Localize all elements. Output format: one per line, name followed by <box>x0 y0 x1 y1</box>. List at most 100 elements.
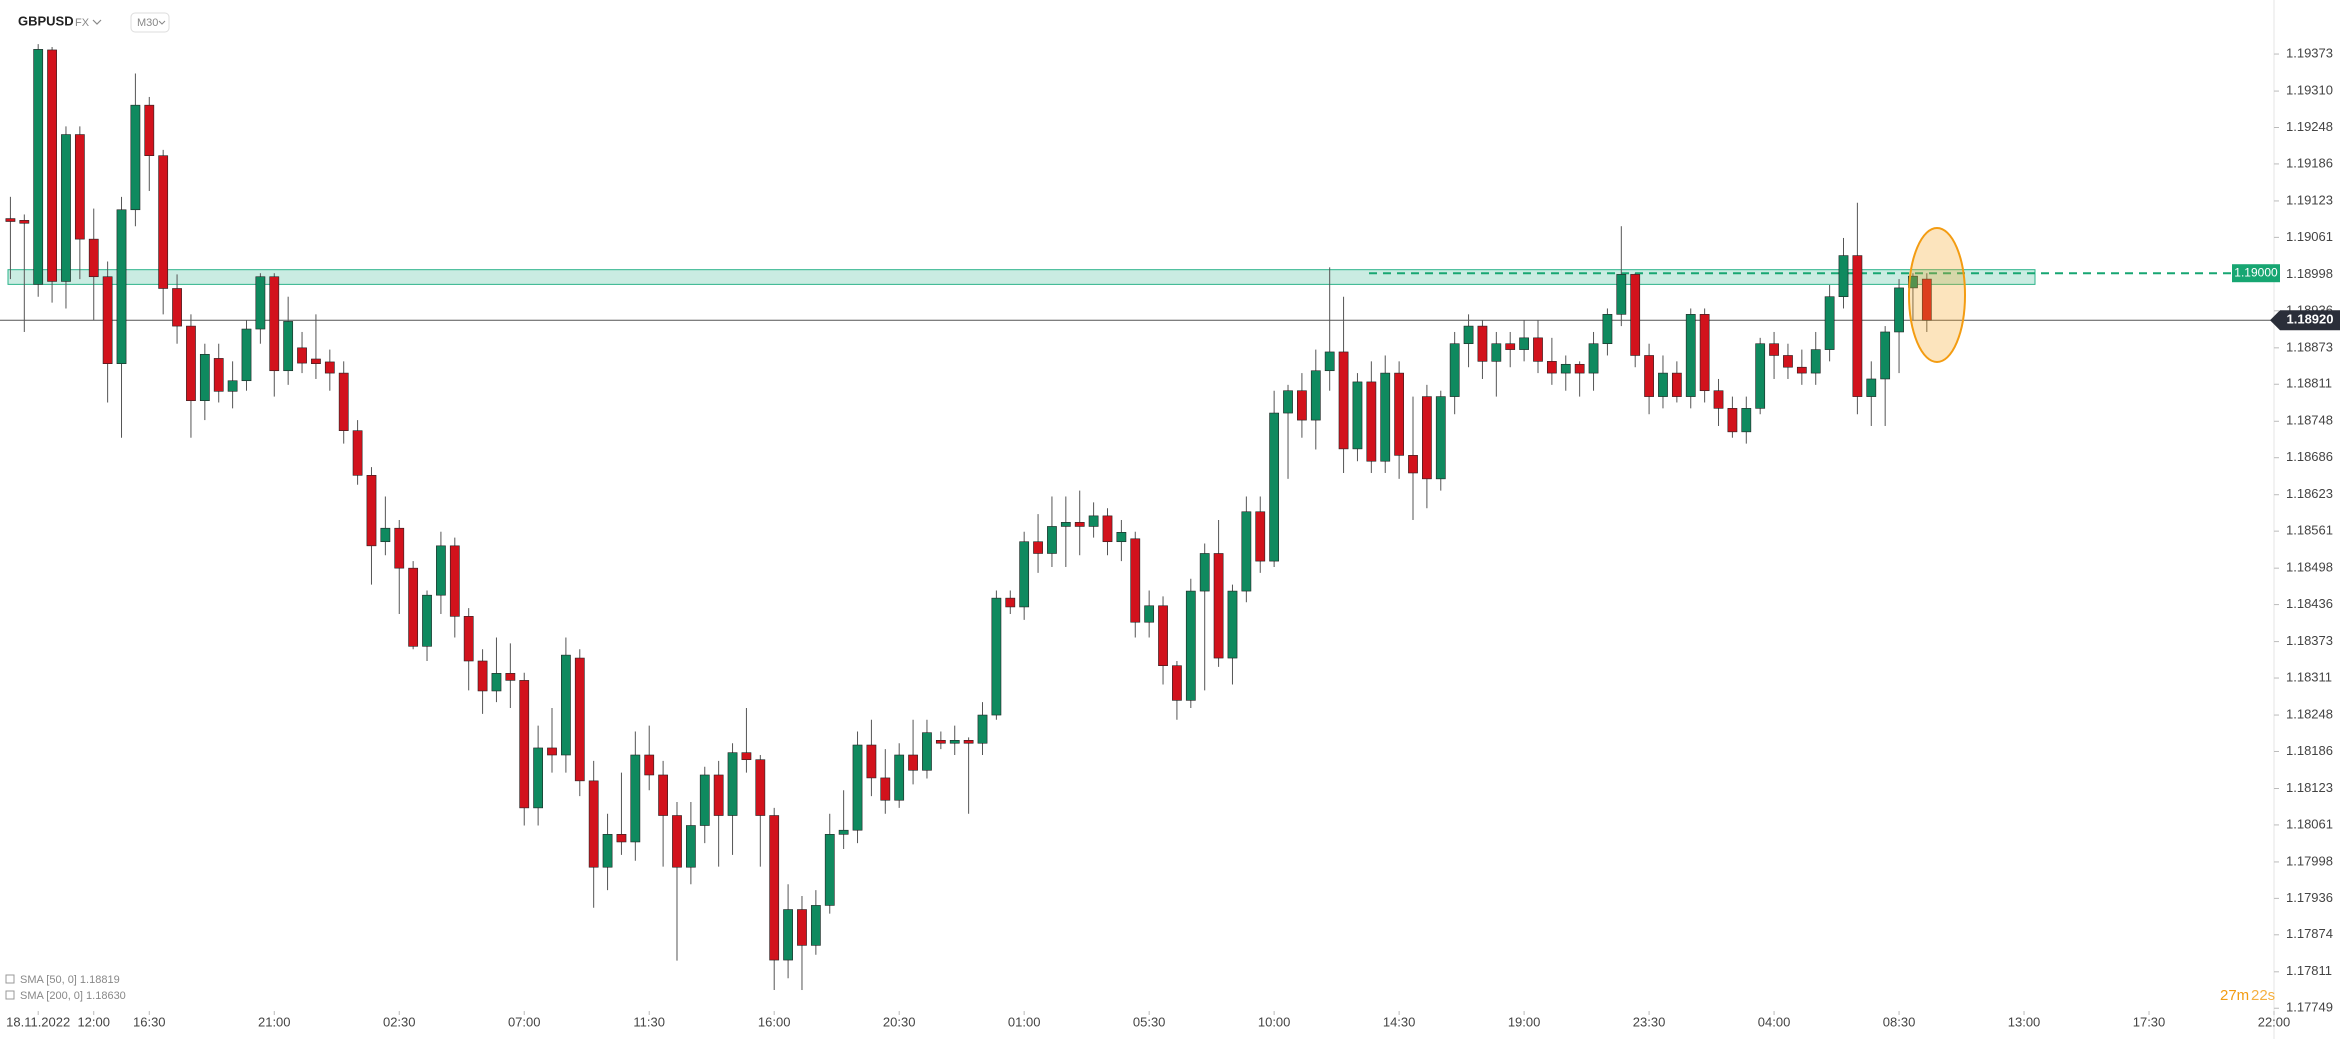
x-tick-label: 16:30 <box>133 1014 166 1029</box>
candle-body <box>477 660 488 692</box>
candle-body <box>1894 287 1904 333</box>
y-tick-label: 1.17936 <box>2286 890 2333 905</box>
dropdown-icon[interactable] <box>92 19 102 25</box>
x-tick-label: 01:00 <box>1008 1014 1041 1029</box>
x-tick-label: 20:30 <box>883 1014 916 1029</box>
candle-body <box>1810 349 1821 374</box>
candle-body <box>1852 255 1863 397</box>
candle-body <box>269 276 280 372</box>
candle-body <box>352 430 363 476</box>
indicator-icons <box>5 974 15 1000</box>
timeframe[interactable]: M30 <box>137 17 158 29</box>
candle-body <box>144 104 155 157</box>
market: FX <box>75 17 90 29</box>
x-tick-label: 16:00 <box>758 1014 791 1029</box>
candle-body <box>1435 396 1446 480</box>
candle-body <box>810 905 821 946</box>
candle-body <box>699 774 710 826</box>
symbol: GBPUSD <box>18 13 74 28</box>
y-tick-label: 1.18248 <box>2286 706 2333 721</box>
candle-body <box>1630 274 1641 356</box>
level-label-box <box>2232 264 2280 283</box>
dropdown-icon[interactable] <box>158 20 166 25</box>
y-tick-label: 1.19310 <box>2286 83 2333 98</box>
candle-body <box>116 209 127 364</box>
x-tick-label: 10:00 <box>1258 1014 1291 1029</box>
x-tick-label: 04:00 <box>1758 1014 1791 1029</box>
candle-body <box>1533 337 1543 362</box>
candle-body <box>172 288 182 327</box>
candle-body <box>1588 343 1599 374</box>
x-tick-label: 19:00 <box>1508 1014 1541 1029</box>
timer-minutes: 27m <box>2220 987 2249 1004</box>
candle-body <box>769 815 780 961</box>
candle-body <box>1658 372 1668 397</box>
candle-body <box>1130 538 1141 623</box>
candle-body <box>199 353 210 402</box>
candle-body <box>158 155 169 289</box>
candle-body <box>1838 255 1849 298</box>
candle-body <box>1116 532 1127 543</box>
candle-body <box>713 774 724 816</box>
candle-body <box>1338 351 1349 450</box>
candle-body <box>685 825 696 868</box>
candle-body <box>1741 408 1752 433</box>
y-tick-label: 1.18061 <box>2286 816 2333 831</box>
candle-body <box>491 673 502 692</box>
candle-body <box>1088 515 1099 527</box>
candle-body <box>977 714 988 744</box>
candle-body <box>1505 343 1516 350</box>
y-tick-label: 1.18436 <box>2286 596 2333 611</box>
candle-body <box>1422 396 1432 480</box>
y-tick-label: 1.19123 <box>2286 192 2333 207</box>
candle-body <box>1685 314 1696 397</box>
candle-body <box>33 49 44 285</box>
x-tick-label: 23:30 <box>1633 1014 1666 1029</box>
y-tick-label: 1.18686 <box>2286 449 2333 464</box>
candle-body <box>1269 412 1280 562</box>
candle-body <box>1227 590 1238 659</box>
candle-body <box>1574 363 1585 374</box>
candle-body <box>5 218 16 222</box>
candle-body <box>394 527 405 569</box>
candle-body <box>894 754 905 801</box>
candle-body <box>561 654 571 756</box>
candle-body <box>311 358 321 364</box>
candle-body <box>644 754 655 776</box>
x-tick-label: 11:30 <box>633 1014 665 1029</box>
candle-body <box>547 747 557 756</box>
candle-body <box>949 740 960 744</box>
timeframe-button[interactable] <box>130 12 170 33</box>
candle-body <box>1144 605 1155 623</box>
candle-body <box>505 673 516 681</box>
y-tick-label: 1.18498 <box>2286 560 2333 575</box>
y-tick-label: 1.18186 <box>2286 743 2333 758</box>
candle-body <box>1880 331 1891 380</box>
candle-body <box>672 815 682 868</box>
candle-body <box>324 361 335 374</box>
y-tick-label: 1.18873 <box>2286 339 2333 354</box>
y-tick-label: 1.17811 <box>2286 963 2332 978</box>
level-label: 1.19000 <box>2234 265 2278 279</box>
candle-body <box>61 134 71 282</box>
x-tick-label: 14:30 <box>1383 1014 1416 1029</box>
candle-body <box>1297 390 1307 421</box>
y-tick-label: 1.18123 <box>2286 780 2333 795</box>
candle-body <box>366 475 377 547</box>
candle-body <box>574 657 585 782</box>
candle-body <box>283 321 294 372</box>
y-tick-label: 1.18373 <box>2286 633 2333 648</box>
candle-body <box>213 358 224 392</box>
candle-body <box>783 909 793 961</box>
candle-body <box>797 909 807 946</box>
candle-body <box>1824 296 1835 350</box>
candle-body <box>1019 541 1030 608</box>
candle-body <box>755 759 766 816</box>
candle-body <box>1671 372 1682 397</box>
candle-body <box>1699 314 1710 392</box>
indicator-legend: SMA [200, 0] 1.18630 <box>20 990 126 1002</box>
candle-body <box>852 744 863 831</box>
candle-body <box>1449 343 1460 397</box>
candle-body <box>1102 515 1113 543</box>
candle-body <box>1546 361 1557 374</box>
